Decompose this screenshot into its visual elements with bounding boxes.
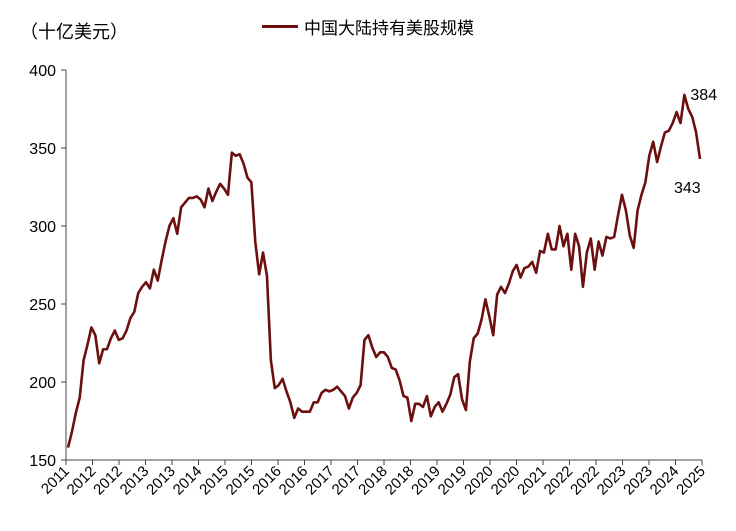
y-tick-label: 350 bbox=[29, 141, 56, 158]
x-tick-label: 2019 bbox=[435, 463, 471, 499]
legend: 中国大陆持有美股规模 bbox=[262, 14, 474, 39]
x-tick-label: 2018 bbox=[382, 463, 418, 499]
x-tick-label: 2022 bbox=[541, 463, 577, 499]
x-tick-label: 2018 bbox=[355, 463, 391, 499]
x-tick-label: 2014 bbox=[170, 463, 206, 499]
x-tick-label: 2013 bbox=[143, 463, 179, 499]
x-tick-label: 2015 bbox=[196, 463, 232, 499]
y-tick-label: 300 bbox=[29, 219, 56, 236]
x-tick-label: 2012 bbox=[90, 463, 126, 499]
x-tick-label: 2022 bbox=[567, 463, 603, 499]
x-tick-label: 2024 bbox=[647, 463, 683, 499]
unit-label: （十亿美元） bbox=[20, 22, 128, 43]
y-tick-label: 400 bbox=[29, 63, 56, 80]
x-tick-label: 2023 bbox=[620, 463, 656, 499]
x-tick-label: 2025 bbox=[673, 463, 709, 499]
x-tick-label: 2016 bbox=[276, 463, 312, 499]
x-tick-label: 2015 bbox=[223, 463, 259, 499]
x-tick-label: 2023 bbox=[594, 463, 630, 499]
series-line bbox=[66, 93, 702, 448]
data-label: 343 bbox=[674, 180, 701, 197]
y-tick-label: 150 bbox=[29, 453, 56, 470]
x-tick-label: 2020 bbox=[488, 463, 524, 499]
x-tick-label: 2021 bbox=[514, 463, 550, 499]
data-label: 384 bbox=[690, 87, 717, 104]
legend-label: 中国大陆持有美股规模 bbox=[304, 19, 474, 39]
x-tick-label: 2020 bbox=[461, 463, 497, 499]
y-tick-label: 200 bbox=[29, 375, 56, 392]
y-tick-label: 250 bbox=[29, 297, 56, 314]
x-tick-label: 2017 bbox=[302, 463, 338, 499]
x-tick-label: 2019 bbox=[408, 463, 444, 499]
x-tick-label: 2012 bbox=[64, 463, 100, 499]
x-tick-label: 2013 bbox=[117, 463, 153, 499]
legend-swatch bbox=[262, 25, 298, 28]
x-tick-label: 2016 bbox=[249, 463, 285, 499]
x-tick-label: 2017 bbox=[329, 463, 365, 499]
